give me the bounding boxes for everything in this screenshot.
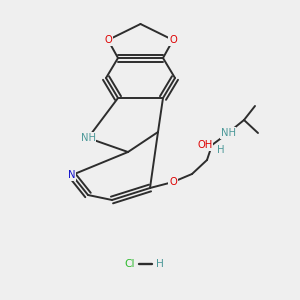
Text: O: O [169,177,177,187]
Text: Cl: Cl [125,259,135,269]
Text: O: O [104,35,112,45]
Text: H: H [217,145,225,155]
Text: NH: NH [220,128,236,138]
Text: OH: OH [197,140,213,150]
Text: N: N [68,170,76,180]
Text: H: H [156,259,164,269]
Text: NH: NH [80,133,95,143]
Text: O: O [169,35,177,45]
